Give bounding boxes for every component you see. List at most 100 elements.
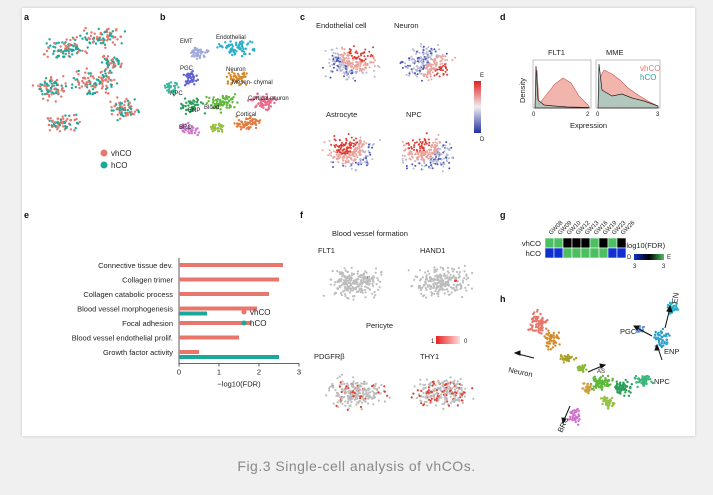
panel-h-label-enp: ENP bbox=[664, 347, 679, 356]
panel-g-cell bbox=[544, 247, 555, 259]
panel-e-letter: e bbox=[24, 210, 29, 220]
panel-e-bar-vhCO bbox=[179, 321, 251, 325]
panel-e-bar-vhCO bbox=[179, 292, 269, 296]
panel-g-scale-left: D bbox=[627, 255, 632, 261]
figure-panel: a vhCO hCO b EMT Endothelial PGC Neuron … bbox=[22, 8, 695, 436]
panel-f-letter: f bbox=[300, 210, 304, 220]
tsne-c-plot bbox=[401, 132, 454, 173]
panel-e-category-label: Blood vessel morphogenesis bbox=[77, 305, 173, 314]
panel-e-category-label: Focal adhesion bbox=[122, 319, 173, 328]
panel-e-category-label: Blood vessel endothelial prolif. bbox=[72, 334, 173, 343]
cluster-label-brc: BRC bbox=[179, 125, 192, 131]
panel-h-label-pgc: PGC bbox=[620, 327, 637, 336]
panel-c-scale-bottom: D bbox=[480, 137, 485, 143]
panel-d: d Density FLT1 MME vhCO hCO 0 2 0 3 Expr… bbox=[500, 12, 660, 130]
tsne-a-cluster bbox=[74, 26, 127, 49]
panel-d-gene-mme: MME bbox=[606, 48, 624, 57]
panel-h-cluster bbox=[633, 374, 655, 389]
panel-g-cell bbox=[571, 237, 582, 249]
panel-e-xlabel: −log10(FDR) bbox=[217, 380, 261, 389]
panel-a-letter: a bbox=[24, 12, 30, 22]
tsne-b-cluster bbox=[225, 71, 248, 87]
panel-g-cell bbox=[544, 237, 555, 249]
tsne-b-cluster bbox=[233, 115, 262, 131]
panel-d-legend-hco: hCO bbox=[640, 73, 656, 82]
panel-d-legend-vhco: vhCO bbox=[640, 64, 660, 73]
tsne-b-cluster bbox=[205, 93, 239, 114]
panel-g-cell bbox=[580, 247, 591, 259]
panel-e: e Connective tissue dev.Collagen trimerC… bbox=[24, 210, 301, 389]
cluster-label-pgc: PGC bbox=[180, 66, 194, 72]
panel-g-cell bbox=[598, 247, 609, 259]
panel-d-tick-3: 3 bbox=[656, 112, 660, 118]
panel-f-title-pdgfrb: PDGFRβ bbox=[314, 352, 345, 361]
panel-g: g GW08GW09GW10GW12GW13GW16GW19GW23GW26vh… bbox=[500, 210, 671, 270]
panel-h-cluster bbox=[614, 378, 633, 397]
tsne-a-cluster bbox=[42, 36, 89, 59]
panel-g-scale-label: −log10(FDR) bbox=[622, 241, 666, 250]
cluster-label-enp: ENP bbox=[188, 108, 200, 114]
tsne-f-plot bbox=[325, 373, 391, 411]
panel-h-label-as: AS bbox=[597, 369, 605, 375]
panel-e-xtick-label: 0 bbox=[177, 368, 181, 377]
panel-f-title-thy1: THY1 bbox=[420, 352, 439, 361]
figure-caption: Fig.3 Single-cell analysis of vhCOs. bbox=[237, 458, 476, 474]
legend-a-vhco-label: vhCO bbox=[111, 149, 131, 158]
panel-e-legend-hco: hCO bbox=[250, 319, 266, 328]
panel-f-scale-right: 0 bbox=[464, 339, 468, 345]
panel-h-letter: h bbox=[500, 294, 506, 304]
panel-h: h EN ENP PGC NPC Neuron AS BRC bbox=[500, 292, 681, 434]
panel-g-cell bbox=[553, 247, 564, 259]
panel-c-title-neuron: Neuron bbox=[394, 21, 419, 30]
panel-g-cell bbox=[607, 247, 618, 259]
panel-d-xlabel: Expression bbox=[570, 121, 607, 130]
panel-b: b EMT Endothelial PGC Neuron Mesen- chym… bbox=[160, 12, 289, 137]
panel-h-cluster bbox=[589, 374, 614, 391]
panel-b-letter: b bbox=[160, 12, 166, 22]
panel-h-cluster bbox=[559, 353, 578, 364]
panel-h-cluster bbox=[599, 395, 616, 410]
panel-d-mme-hco-density bbox=[597, 63, 659, 109]
figure-svg: a vhCO hCO b EMT Endothelial PGC Neuron … bbox=[24, 12, 681, 434]
tsne-b-cluster bbox=[179, 121, 201, 137]
panel-h-label-en: EN bbox=[670, 292, 681, 305]
panel-h-cluster bbox=[543, 329, 561, 351]
cluster-label-npc: NPC bbox=[170, 91, 183, 97]
tsne-c-plot bbox=[399, 43, 456, 82]
panel-g-scale-min: 3 bbox=[633, 264, 637, 270]
panel-f-scale-left: 1 bbox=[431, 339, 435, 345]
panel-d-flt1-hco-density bbox=[534, 65, 590, 109]
panel-h-cluster bbox=[527, 308, 549, 335]
tsne-b-cluster bbox=[216, 40, 256, 58]
tsne-c-plot bbox=[321, 133, 381, 172]
legend-a-vhco-dot bbox=[100, 149, 108, 157]
tsne-a-cluster bbox=[46, 113, 81, 133]
tsne-a-cluster bbox=[109, 96, 140, 122]
cluster-label-emt: EMT bbox=[180, 39, 193, 45]
panel-c-letter: c bbox=[300, 12, 305, 22]
cluster-label-neuron: Neuron bbox=[226, 67, 246, 73]
tsne-a-cluster bbox=[31, 75, 68, 103]
panel-c-title-endothelial: Endothelial cell bbox=[316, 21, 367, 30]
tsne-b-cluster bbox=[182, 70, 200, 87]
panel-e-bar-vhCO bbox=[179, 350, 199, 354]
panel-e-bar-vhCO bbox=[179, 263, 283, 267]
tsne-b-cluster bbox=[190, 46, 210, 60]
panel-e-legend-vhco-dot bbox=[241, 309, 247, 315]
cluster-label-cortical: Cortical bbox=[236, 112, 256, 118]
panel-g-cell bbox=[607, 237, 618, 249]
panel-f: f Blood vessel formation FLT1 HAND1 Peri… bbox=[300, 210, 475, 411]
cluster-label-mesenchymal: Mesen- chymal bbox=[232, 80, 273, 86]
panel-h-label-brc: BRC bbox=[556, 415, 571, 434]
panel-h-cluster bbox=[581, 382, 595, 395]
panel-h-label-neuron: Neuron bbox=[508, 365, 534, 379]
panel-e-category-label: Connective tissue dev. bbox=[98, 261, 173, 270]
panel-e-xtick-label: 2 bbox=[257, 368, 261, 377]
panel-d-flt1-vhco-density bbox=[534, 69, 590, 109]
panel-g-scale-right: E bbox=[667, 255, 671, 261]
cluster-label-endothelial: Endothelial bbox=[216, 35, 246, 41]
panel-f-title-hand1: HAND1 bbox=[420, 246, 445, 255]
panel-f-subtitle: Pericyte bbox=[366, 321, 393, 330]
tsne-a-cluster bbox=[100, 54, 123, 75]
panel-d-ylabel: Density bbox=[518, 78, 527, 103]
